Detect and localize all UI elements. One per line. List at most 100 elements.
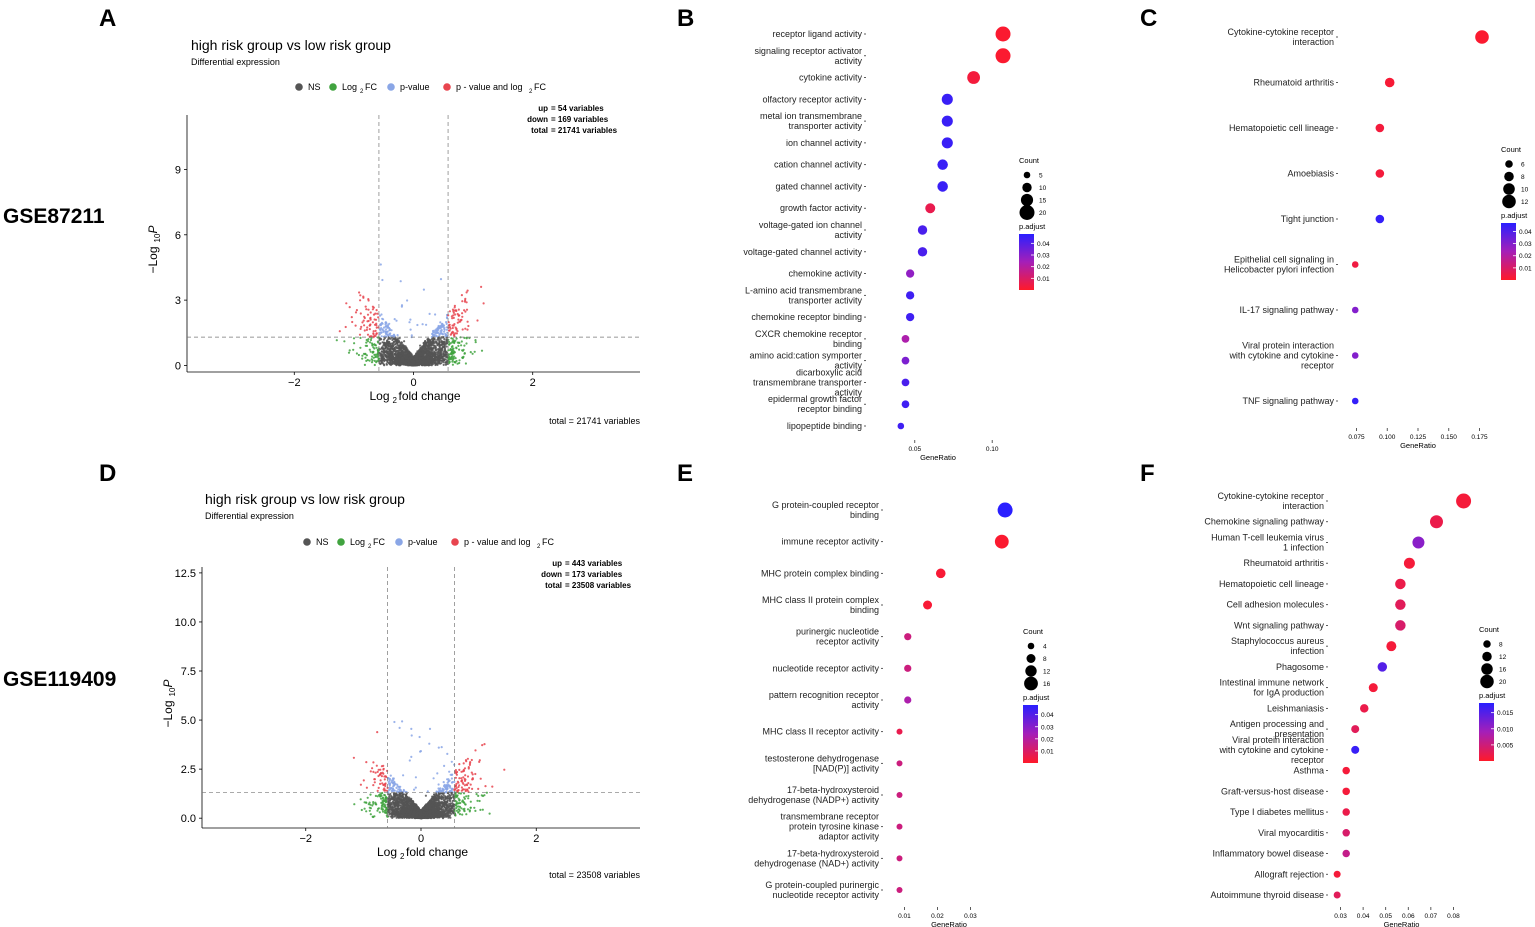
volcano-point [441,343,444,346]
volcano-point [376,312,379,315]
volcano-point [364,305,367,308]
volcano-point [439,321,442,324]
volcano-point [382,772,385,775]
count-legend-label: 15 [1039,198,1047,205]
volcano-point [392,334,395,337]
volcano-point [405,362,408,365]
volcano-point [435,328,438,331]
volcano-point [426,348,429,351]
panel-letter-c: C [1140,5,1157,32]
volcano-point [435,349,438,352]
volcano-point [386,353,390,356]
volcano-point [382,326,386,329]
volcano-point [365,344,369,347]
x-tick-label: 0.125 [1410,434,1427,441]
volcano-point [359,312,362,315]
volcano-point [394,336,397,339]
volcano-point [371,355,374,358]
volcano-point [478,799,481,803]
volcano-point [437,328,440,331]
volcano-point [423,343,426,346]
volcano-point [458,361,461,365]
volcano-point [467,794,470,798]
volcano-point [445,790,448,793]
volcano-point [353,803,356,806]
volcano-point [442,355,445,358]
term-dot [1351,397,1359,405]
term-label: metal ion transmembrane [760,111,862,121]
count-legend-label: 8 [1521,174,1525,181]
volcano-point [380,775,383,778]
volcano-point [410,734,413,737]
volcano-point [399,352,402,355]
volcano-point [463,300,467,303]
volcano-point [451,345,454,348]
volcano-point [445,345,448,348]
volcano-point [399,799,402,802]
volcano-point [380,313,383,316]
volcano-point [428,312,431,315]
volcano-point [454,326,457,329]
volcano-point [375,355,378,358]
volcano-point [468,762,472,765]
volcano-point [394,363,397,366]
volcano-point [382,764,385,768]
volcano-point [410,727,413,731]
count-legend-dot [1019,205,1035,220]
volcano-point [376,340,379,343]
y-tick-label: 12.5 [175,568,196,580]
term-dot [1351,306,1359,314]
volcano-point [414,786,417,789]
volcano-point [465,813,468,816]
volcano-point [366,340,370,343]
padj-tick-label: 0.04 [1519,229,1532,236]
volcano-point [448,356,451,359]
volcano-point [479,808,482,812]
volcano-point [399,360,402,363]
volcano-point [390,329,393,332]
padj-tick-label: 0.01 [1037,276,1050,283]
volcano-point [386,351,389,354]
volcano-title: high risk group vs low risk group [191,37,391,53]
volcano-point [461,788,464,791]
volcano-point [469,800,472,803]
volcano-point [379,328,382,332]
term-label: dicarboxylic acid [796,367,862,377]
panel-letter-f: F [1140,460,1155,487]
volcano-point [446,811,449,814]
volcano-point [442,350,445,353]
volcano-point [358,333,362,336]
x-axis-label: GeneRatio [1400,441,1436,450]
volcano-plot-gse87211: high risk group vs low risk groupDiffere… [146,37,640,426]
volcano-point [399,280,402,283]
volcano-point [352,337,356,340]
volcano-point [436,772,439,775]
panel-letter-b: B [677,5,694,32]
volcano-point [366,313,370,316]
volcano-point [451,324,454,327]
volcano-point [453,306,456,309]
volcano-point [381,346,384,349]
volcano-point [389,782,392,785]
term-label: receptor [1301,361,1334,371]
x-axis-label: Log [377,845,397,859]
legend-label-both: p - value and log [456,82,523,92]
padj-tick-label: 0.02 [1037,264,1050,271]
volcano-point [367,308,370,311]
count-legend-label: 5 [1039,173,1043,180]
volcano-point [433,344,436,347]
volcano-point [483,794,486,797]
volcano-point [440,325,443,328]
volcano-point [418,357,421,360]
volcano-point [431,339,435,342]
volcano-point [363,324,366,327]
volcano-point [379,263,382,266]
volcano-point [461,312,464,315]
volcano-point [470,758,473,762]
volcano-point [413,360,416,363]
volcano-point [447,780,450,783]
volcano-point [449,786,452,789]
volcano-point [379,348,382,351]
volcano-point [447,314,450,317]
volcano-point [392,815,395,818]
